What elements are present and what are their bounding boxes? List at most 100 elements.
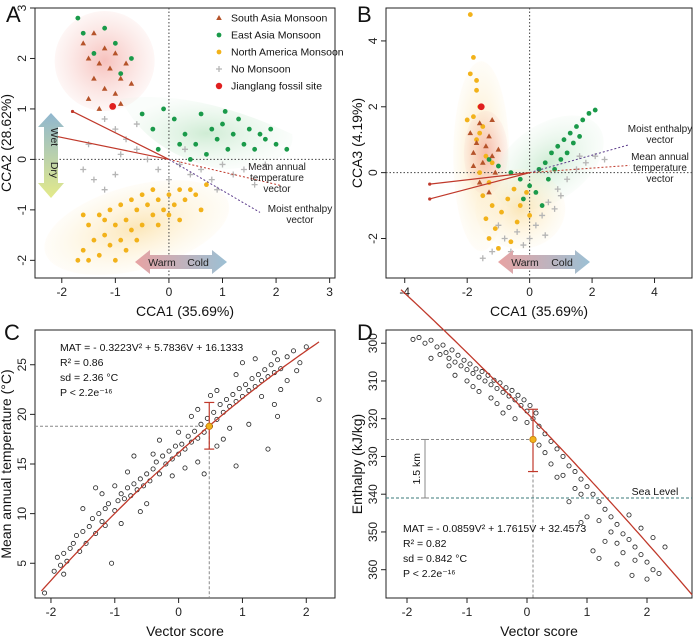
dry-label: Dry xyxy=(48,162,60,179)
point-east-asia-monsoon-B xyxy=(574,124,579,129)
point-north-america-monsoon-B xyxy=(483,216,489,222)
point-no-monsoon-A xyxy=(117,151,124,158)
data-point-D xyxy=(590,548,596,554)
data-point-C xyxy=(80,528,86,534)
data-point-C xyxy=(137,509,143,515)
y-tick-label-B: -2 xyxy=(366,233,380,244)
point-east-asia-monsoon-B xyxy=(520,196,526,202)
point-south-asia-monsoon-B xyxy=(495,146,502,152)
point-south-asia-monsoon-A xyxy=(96,60,103,66)
point-east-asia-monsoon-B xyxy=(561,137,567,143)
point-north-america-monsoon-A xyxy=(129,227,134,233)
data-point-D xyxy=(602,506,608,512)
point-no-monsoon-B xyxy=(495,222,502,229)
x-tick-label-B: 4 xyxy=(651,285,658,299)
point-no-monsoon-A xyxy=(251,181,258,188)
data-point-D xyxy=(602,538,608,544)
data-point-D xyxy=(656,570,662,576)
x-axis-label-C: Vector score xyxy=(146,623,224,639)
point-south-asia-monsoon-A xyxy=(112,90,119,96)
data-point-C xyxy=(227,425,233,431)
data-point-C xyxy=(217,401,223,407)
point-no-monsoon-B xyxy=(501,235,508,242)
vector-label-temperature-A: temperature xyxy=(250,173,304,184)
data-point-C xyxy=(73,532,79,538)
data-point-D xyxy=(548,461,554,467)
x-tick-label-A: 1 xyxy=(219,285,226,299)
point-no-monsoon-A xyxy=(165,176,172,183)
x-tick-label-D: 0 xyxy=(524,605,531,619)
point-no-monsoon-A xyxy=(133,121,140,128)
point-east-asia-monsoon-A xyxy=(230,131,236,137)
point-east-asia-monsoon-B xyxy=(580,117,586,123)
data-point-D xyxy=(632,557,638,563)
point-east-asia-monsoon-A xyxy=(139,111,145,117)
data-point-C xyxy=(246,388,252,394)
data-point-C xyxy=(214,443,220,449)
data-point-D xyxy=(500,389,506,395)
vector-label-temperature-A: Mean annual xyxy=(248,162,306,173)
data-point-C xyxy=(160,453,166,459)
legend-label: Jianglang fossil site xyxy=(231,81,322,93)
y-tick-label-D: 320 xyxy=(366,408,380,428)
point-east-asia-monsoon-B xyxy=(496,163,501,169)
data-point-C xyxy=(252,356,258,362)
point-no-monsoon-A xyxy=(112,126,119,133)
data-point-D xyxy=(650,535,656,541)
data-point-D xyxy=(578,520,584,526)
y-tick-label-C: 20 xyxy=(15,407,29,421)
x-tick-label-C: 0 xyxy=(175,605,182,619)
point-north-america-monsoon-A xyxy=(166,192,172,198)
point-north-america-monsoon-A xyxy=(102,232,108,238)
data-point-D xyxy=(479,369,485,375)
point-north-america-monsoon-B xyxy=(508,239,514,245)
y-axis-label-A: CCA2 (28.62%) xyxy=(0,94,14,192)
vector-extension-temperature-B xyxy=(529,164,630,174)
data-point-D xyxy=(515,392,521,398)
equation-line-D: MAT = - 0.0859V² + 1.7615V + 32.4573 xyxy=(403,523,586,535)
point-no-monsoon-A xyxy=(182,146,188,153)
point-east-asia-monsoon-A xyxy=(257,131,263,137)
legend-label: North America Monsoon xyxy=(231,47,344,59)
point-no-monsoon-A xyxy=(214,186,221,193)
data-point-C xyxy=(42,590,48,596)
point-east-asia-monsoon-B xyxy=(539,203,545,208)
point-no-monsoon-B xyxy=(539,212,546,219)
y-tick-label-C: 5 xyxy=(15,560,29,567)
point-north-america-monsoon-A xyxy=(96,212,102,218)
x-tick-label-D: 2 xyxy=(644,605,651,619)
data-point-D xyxy=(464,378,470,384)
point-north-america-monsoon-A xyxy=(91,237,97,243)
data-point-D xyxy=(446,355,452,361)
equation-line-C: MAT = - 0.3223V² + 5.7836V + 16.1333 xyxy=(60,342,243,354)
point-north-america-monsoon-A xyxy=(166,212,172,218)
data-point-C xyxy=(166,448,172,454)
data-point-D xyxy=(578,476,584,482)
data-point-C xyxy=(275,357,281,363)
point-north-america-monsoon-A xyxy=(86,222,91,228)
point-east-asia-monsoon-B xyxy=(486,157,492,162)
data-point-D xyxy=(626,512,632,518)
point-no-monsoon-A xyxy=(155,166,162,173)
point-north-america-monsoon-A xyxy=(107,242,113,248)
data-point-D xyxy=(584,484,590,490)
point-north-america-monsoon-A xyxy=(129,197,134,203)
data-point-D xyxy=(536,442,542,448)
point-east-asia-monsoon-B xyxy=(555,143,561,149)
y-tick-label-A: 2 xyxy=(15,55,29,62)
point-north-america-monsoon-B xyxy=(483,153,489,159)
data-point-D xyxy=(506,404,512,410)
data-point-D xyxy=(494,401,500,407)
data-point-C xyxy=(70,540,76,546)
data-point-C xyxy=(249,376,255,382)
point-east-asia-monsoon-A xyxy=(75,15,81,21)
y-tick-label-A: -2 xyxy=(15,255,29,266)
data-point-C xyxy=(61,571,67,577)
point-east-asia-monsoon-A xyxy=(177,141,183,147)
height-label-D: 1.5 km xyxy=(411,453,423,485)
vector-head-B xyxy=(428,182,432,186)
point-east-asia-monsoon-A xyxy=(204,151,209,157)
data-point-D xyxy=(488,382,494,388)
data-point-D xyxy=(470,370,476,376)
data-point-D xyxy=(578,491,584,497)
